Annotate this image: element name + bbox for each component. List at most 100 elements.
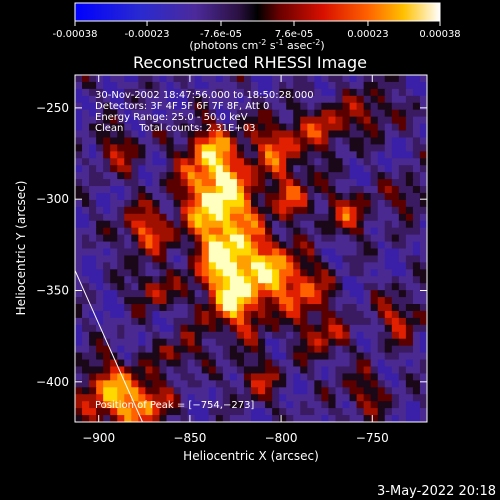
heatmap-cell bbox=[293, 331, 301, 340]
heatmap-cell bbox=[412, 158, 421, 166]
heatmap-cell bbox=[243, 283, 252, 291]
heatmap-cell bbox=[187, 151, 196, 159]
heatmap-cell bbox=[363, 241, 372, 250]
heatmap-cell bbox=[265, 227, 273, 236]
heatmap-cell bbox=[356, 158, 365, 166]
heatmap-cell bbox=[272, 213, 280, 222]
heatmap-cell bbox=[166, 179, 175, 187]
heatmap-cell bbox=[229, 401, 238, 409]
heatmap-cell bbox=[314, 206, 322, 215]
heatmap-cell bbox=[159, 165, 168, 173]
heatmap-cell bbox=[279, 81, 287, 90]
heatmap-cell bbox=[138, 172, 146, 180]
heatmap-cell bbox=[138, 338, 146, 347]
heatmap-cell bbox=[82, 213, 90, 222]
heatmap-cell bbox=[145, 234, 154, 243]
heatmap-cell bbox=[356, 401, 365, 409]
heatmap-cell bbox=[272, 248, 280, 257]
heatmap-cell bbox=[251, 81, 259, 90]
heatmap-cell bbox=[152, 234, 161, 243]
heatmap-cell bbox=[89, 283, 97, 291]
heatmap-cell bbox=[300, 262, 308, 270]
heatmap-cell bbox=[138, 137, 146, 145]
heatmap-cell bbox=[187, 269, 196, 277]
heatmap-cell bbox=[124, 324, 132, 333]
heatmap-cell bbox=[194, 144, 203, 152]
heatmap-cell bbox=[370, 137, 379, 145]
heatmap-cell bbox=[173, 75, 182, 83]
heatmap-cell bbox=[314, 415, 322, 422]
heatmap-cell bbox=[398, 255, 407, 263]
heatmap-cell bbox=[96, 199, 104, 208]
heatmap-cell bbox=[89, 144, 97, 152]
heatmap-cell bbox=[215, 276, 224, 284]
heatmap-cell bbox=[236, 213, 245, 222]
heatmap-cell bbox=[243, 137, 252, 145]
heatmap-cell bbox=[208, 248, 217, 257]
heatmap-cell bbox=[349, 387, 358, 395]
heatmap-cell bbox=[286, 206, 294, 215]
heatmap-cell bbox=[75, 373, 83, 381]
heatmap-cell bbox=[349, 304, 358, 312]
heatmap-cell bbox=[363, 255, 372, 263]
heatmap-cell bbox=[152, 248, 161, 257]
heatmap-cell bbox=[243, 359, 252, 368]
heatmap-cell bbox=[286, 331, 294, 340]
heatmap-cell bbox=[300, 88, 308, 97]
heatmap-cell bbox=[258, 81, 266, 90]
heatmap-cell bbox=[222, 227, 231, 236]
heatmap-cell bbox=[187, 88, 196, 97]
heatmap-cell bbox=[377, 394, 386, 402]
heatmap-cell bbox=[279, 75, 287, 83]
heatmap-cell bbox=[222, 220, 231, 229]
heatmap-cell bbox=[236, 338, 245, 347]
heatmap-cell bbox=[96, 151, 104, 159]
heatmap-cell bbox=[138, 158, 146, 166]
heatmap-cell bbox=[243, 130, 252, 139]
heatmap-cell bbox=[187, 75, 196, 83]
heatmap-cell bbox=[293, 102, 301, 111]
heatmap-cell bbox=[131, 338, 139, 347]
heatmap-cell bbox=[349, 227, 358, 236]
heatmap-cell bbox=[110, 338, 118, 347]
heatmap-cell bbox=[124, 352, 132, 361]
heatmap-cell bbox=[370, 380, 379, 388]
heatmap-cell bbox=[279, 130, 287, 139]
heatmap-cell bbox=[265, 88, 273, 97]
heatmap-cell bbox=[321, 276, 330, 284]
heatmap-cell bbox=[145, 102, 154, 111]
heatmap-cell bbox=[117, 95, 125, 104]
heatmap-cell bbox=[166, 227, 175, 236]
heatmap-cell bbox=[272, 165, 280, 173]
heatmap-cell bbox=[166, 387, 175, 395]
heatmap-cell bbox=[272, 352, 280, 361]
heatmap-cell bbox=[96, 324, 104, 333]
heatmap-cell bbox=[293, 75, 301, 83]
heatmap-cell bbox=[377, 227, 386, 236]
heatmap-cell bbox=[405, 88, 414, 97]
heatmap-cell bbox=[208, 290, 217, 298]
heatmap-cell bbox=[187, 380, 196, 388]
heatmap-cell bbox=[194, 88, 203, 97]
heatmap-cell bbox=[307, 227, 315, 236]
heatmap-cell bbox=[194, 394, 203, 402]
heatmap-cell bbox=[89, 297, 97, 305]
heatmap-cell bbox=[384, 408, 393, 416]
heatmap-cell bbox=[328, 165, 337, 173]
heatmap-cell bbox=[138, 366, 146, 375]
heatmap-cell bbox=[145, 144, 154, 152]
heatmap-cell bbox=[307, 408, 315, 416]
heatmap-cell bbox=[398, 408, 407, 416]
heatmap-cell bbox=[272, 88, 280, 97]
heatmap-cell bbox=[314, 373, 322, 381]
heatmap-cell bbox=[314, 394, 322, 402]
heatmap-cell bbox=[279, 158, 287, 166]
heatmap-cell bbox=[314, 220, 322, 229]
heatmap-cell bbox=[405, 213, 414, 222]
heatmap-cell bbox=[194, 95, 203, 104]
heatmap-cell bbox=[258, 186, 266, 194]
heatmap-cell bbox=[391, 255, 400, 263]
heatmap-cell bbox=[152, 130, 161, 139]
heatmap-cell bbox=[349, 338, 358, 347]
heatmap-cell bbox=[215, 338, 224, 347]
